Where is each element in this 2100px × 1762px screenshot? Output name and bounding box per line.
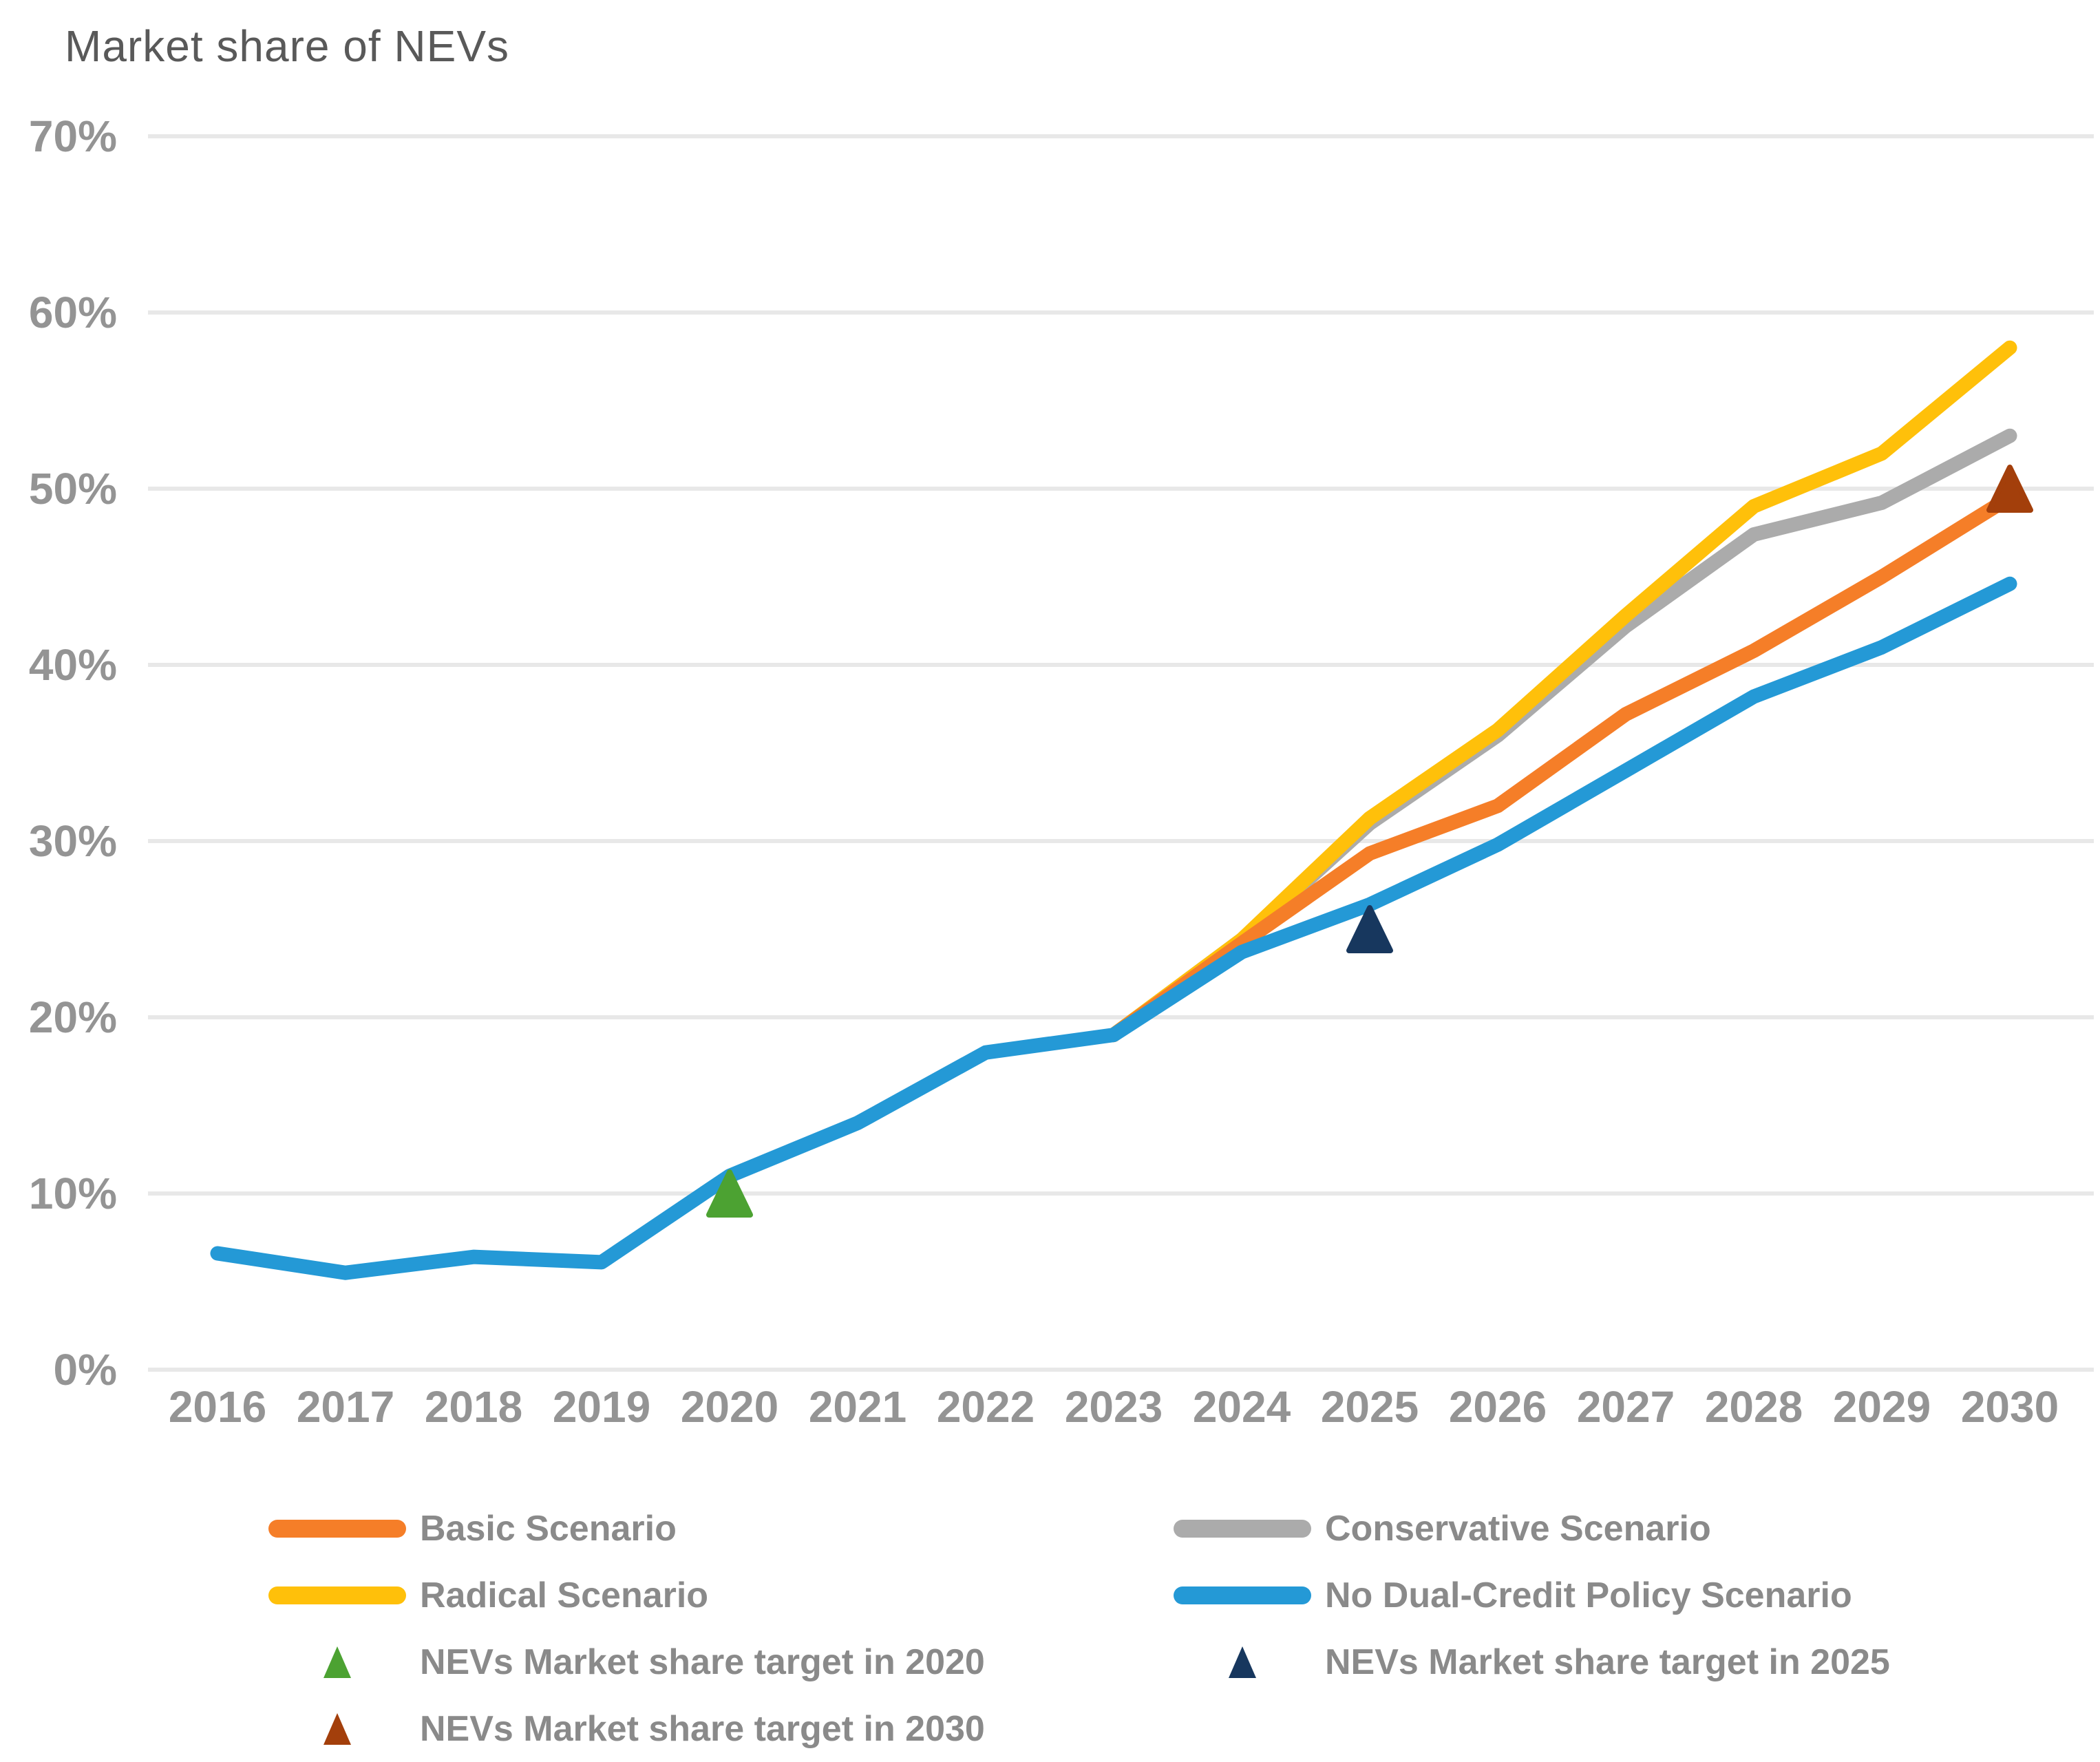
line-swatch bbox=[1174, 1586, 1311, 1604]
x-tick-label: 2024 bbox=[1193, 1382, 1291, 1432]
x-tick-label: 2025 bbox=[1321, 1382, 1419, 1432]
series-lines bbox=[210, 340, 2017, 1280]
legend-label: NEVs Market share target in 2025 bbox=[1325, 1642, 1890, 1682]
y-tick-label: 20% bbox=[29, 993, 117, 1042]
legend-triangle-icon bbox=[268, 1712, 406, 1745]
y-tick-label: 70% bbox=[29, 112, 117, 161]
x-tick-label: 2023 bbox=[1065, 1382, 1163, 1432]
x-tick-label: 2017 bbox=[297, 1382, 394, 1432]
legend-line-swatch bbox=[268, 1586, 406, 1604]
x-tick-label: 2027 bbox=[1577, 1382, 1675, 1432]
legend-label: Basic Scenario bbox=[420, 1508, 677, 1549]
y-tick-label: 30% bbox=[29, 816, 117, 866]
x-tick-label: 2022 bbox=[937, 1382, 1035, 1432]
gridlines bbox=[148, 134, 2094, 1372]
line-swatch bbox=[268, 1519, 406, 1538]
legend-column-2: Conservative Scenario No Dual-Credit Poli… bbox=[1174, 1495, 1890, 1695]
line-swatch bbox=[268, 1586, 406, 1604]
legend-column-1: Basic Scenario Radical Scenario NEVs Marke… bbox=[268, 1495, 985, 1762]
triangle-marker-2030 bbox=[1986, 465, 2033, 513]
legend-item: Conservative Scenario bbox=[1174, 1495, 1890, 1562]
legend-item: NEVs Market share target in 2020 bbox=[268, 1628, 985, 1695]
legend-line-swatch bbox=[1174, 1519, 1311, 1538]
x-tick-label: 2021 bbox=[809, 1382, 906, 1432]
x-tick-label: 2020 bbox=[681, 1382, 778, 1432]
x-axis: 2016 2017 2018 2019 2020 2021 2022 2023 2024 2025… bbox=[169, 1382, 2059, 1432]
y-tick-label: 60% bbox=[29, 288, 117, 337]
legend-item: Basic Scenario bbox=[268, 1495, 985, 1562]
x-tick-label: 2028 bbox=[1705, 1382, 1803, 1432]
legend-label: NEVs Market share target in 2030 bbox=[420, 1708, 985, 1749]
legend-item: NEVs Market share target in 2025 bbox=[1174, 1628, 1890, 1695]
legend-label: Radical Scenario bbox=[420, 1575, 709, 1615]
triangle-icon bbox=[1229, 1646, 1256, 1678]
y-tick-label: 0% bbox=[54, 1345, 118, 1394]
legend-item: Radical Scenario bbox=[268, 1562, 985, 1628]
target-markers bbox=[706, 465, 2033, 1218]
triangle-icon bbox=[324, 1712, 351, 1745]
legend-item: No Dual-Credit Policy Scenario bbox=[1174, 1562, 1890, 1628]
legend-triangle-icon bbox=[1174, 1646, 1311, 1678]
line-swatch bbox=[1174, 1519, 1311, 1538]
x-tick-label: 2016 bbox=[169, 1382, 266, 1432]
y-tick-label: 40% bbox=[29, 640, 117, 690]
x-tick-label: 2019 bbox=[553, 1382, 650, 1432]
legend-line-swatch bbox=[1174, 1586, 1311, 1604]
legend-label: NEVs Market share target in 2020 bbox=[420, 1642, 985, 1682]
page-title: Market share of NEVs bbox=[65, 21, 509, 71]
legend-label: Conservative Scenario bbox=[1325, 1508, 1711, 1549]
legend-label: No Dual-Credit Policy Scenario bbox=[1325, 1575, 1852, 1615]
y-tick-label: 10% bbox=[29, 1169, 117, 1218]
y-axis: 0% 10% 20% 30% 40% 50% 60% 70% bbox=[29, 112, 117, 1394]
series-line-no-dual-credit-policy-scenario bbox=[210, 576, 2017, 1280]
series-line-basic-scenario bbox=[1106, 490, 2017, 1043]
y-tick-label: 50% bbox=[29, 464, 117, 513]
x-tick-label: 2029 bbox=[1833, 1382, 1931, 1432]
legend-line-swatch bbox=[268, 1519, 406, 1538]
triangle-marker-2025 bbox=[1346, 905, 1393, 953]
x-tick-label: 2026 bbox=[1449, 1382, 1547, 1432]
x-tick-label: 2030 bbox=[1961, 1382, 2059, 1432]
x-tick-label: 2018 bbox=[425, 1382, 522, 1432]
triangle-icon bbox=[324, 1646, 351, 1678]
triangle-marker-2020 bbox=[706, 1169, 753, 1218]
legend-item: NEVs Market share target in 2030 bbox=[268, 1695, 985, 1762]
legend-triangle-icon bbox=[268, 1646, 406, 1678]
